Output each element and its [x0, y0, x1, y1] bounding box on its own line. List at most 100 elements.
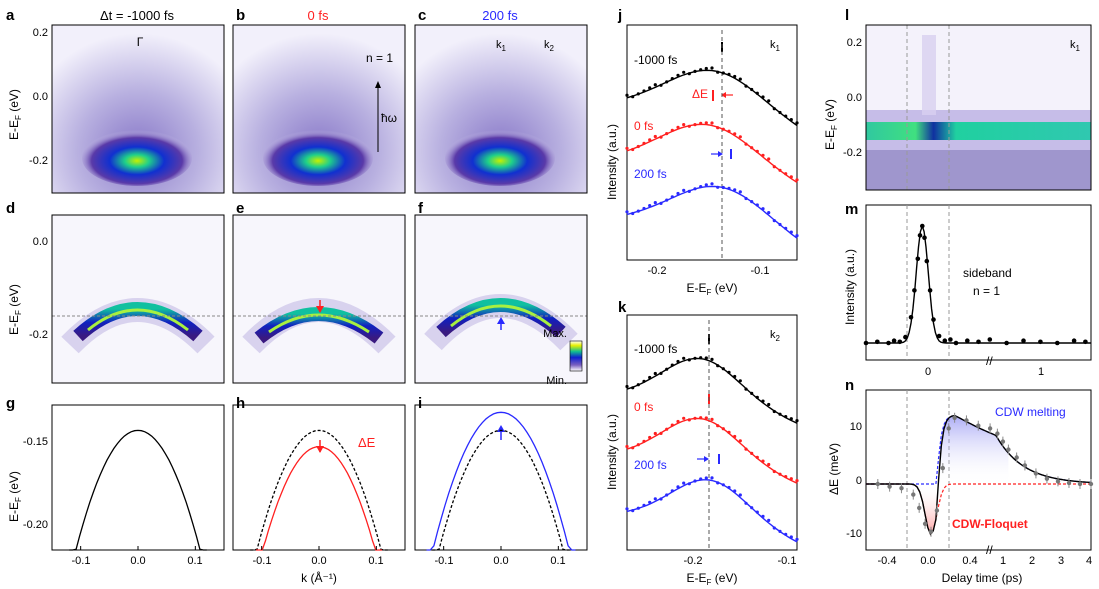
n-y-tick-3: -10 [846, 528, 862, 540]
j-point-1-27 [778, 168, 782, 172]
n-y-label: ΔE (meV) [827, 443, 841, 495]
k-point-1-3 [642, 439, 646, 443]
j-point-0-11 [687, 72, 691, 76]
j-point-0-15 [710, 66, 714, 70]
n-point-10 [952, 415, 957, 420]
panel-c-title: 200 fs [482, 8, 518, 23]
n1-label: n = 1 [366, 51, 393, 65]
k-point-2-29 [789, 535, 793, 539]
j-point-1-26 [772, 165, 776, 169]
k-point-0-23 [755, 395, 759, 399]
l-y-tick-2: 0.0 [847, 92, 862, 104]
j-point-0-10 [682, 70, 686, 74]
n-x-tick-2: 0.0 [920, 555, 935, 567]
panel-m: m sideband n = 1 0 1 Intensity (a.u.) [843, 201, 1092, 378]
k-point-2-13 [699, 477, 703, 481]
j-point-0-30 [795, 121, 799, 125]
k-curve-0 [626, 357, 798, 424]
k-point-1-23 [755, 455, 759, 459]
j-blue-arrow-head [718, 151, 723, 157]
j-point-2-0 [625, 210, 629, 214]
k-point-2-15 [710, 476, 714, 480]
panel-e-red-arrow-head [316, 306, 324, 313]
k-point-1-29 [789, 477, 793, 481]
m-point-16 [942, 338, 948, 344]
m-point-20 [976, 339, 981, 345]
j-point-1-13 [699, 121, 703, 125]
edc-plots: j k k1 k2 -1000 fs 0 fs 200 fs ΔE -1000 … [617, 7, 799, 551]
j-point-1-24 [761, 153, 765, 157]
j-point-0-2 [636, 92, 640, 96]
n-point-3 [911, 492, 916, 497]
k-point-2-26 [772, 526, 776, 530]
k-point-0-3 [642, 379, 646, 383]
m-point-18 [953, 340, 959, 346]
j-point-2-6 [659, 201, 663, 205]
k-point-1-11 [687, 418, 691, 422]
j-point-1-3 [642, 141, 646, 145]
panel-b-title: 0 fs [308, 8, 329, 23]
m-sideband-label: sideband [963, 266, 1012, 280]
panel-f-blue-arrow-head [497, 317, 505, 324]
k-point-2-14 [704, 476, 708, 480]
k-point-0-30 [795, 419, 799, 423]
k-point-0-14 [704, 356, 708, 360]
n-point-1 [887, 484, 892, 489]
j-point-0-4 [648, 86, 652, 90]
k-point-2-19 [733, 489, 737, 493]
j-point-0-17 [721, 71, 725, 75]
j-point-0-26 [772, 107, 776, 111]
j-point-1-2 [636, 144, 640, 149]
k-point-2-1 [631, 509, 635, 513]
k-point-0-2 [636, 383, 640, 387]
j-x-tick-2: -0.1 [751, 265, 770, 277]
panel-c: c 200 fs k1 k2 [414, 7, 588, 194]
n-point-12 [976, 423, 981, 428]
m-point-6 [908, 315, 914, 320]
colorbar-max: Max. [543, 328, 567, 340]
j-point-2-7 [665, 198, 669, 202]
j-point-0-6 [659, 83, 663, 87]
j-point-2-5 [653, 201, 657, 205]
panel-label-a: a [6, 7, 15, 24]
k-point-2-8 [670, 489, 674, 493]
panel-label-h: h [236, 395, 245, 412]
k-point-2-6 [659, 497, 663, 501]
panel-f: f [414, 200, 588, 384]
k-point-0-6 [659, 371, 663, 375]
m-point-14 [931, 317, 936, 322]
j-point-2-11 [687, 189, 691, 193]
panel-n-frame [865, 389, 1092, 551]
j-point-0-1 [631, 95, 635, 99]
j-label-0: 0 fs [634, 119, 653, 133]
j-point-2-4 [648, 204, 652, 208]
ghi-y-label: E-EF (eV) [7, 471, 23, 522]
j-point-0-3 [642, 89, 646, 93]
n-x-tick-3: 0.4 [962, 555, 977, 567]
j-point-1-17 [721, 127, 725, 131]
m-y-label: Intensity (a.u.) [843, 249, 857, 325]
panel-h-red-arrow-head [316, 446, 324, 453]
panel-a-title: Δt = -1000 fs [100, 8, 175, 23]
panel-f-band-core [450, 304, 552, 328]
n-point-7 [934, 508, 940, 513]
colorbar: Max. Min. [543, 328, 583, 387]
k-point-0-8 [670, 363, 674, 367]
m-sideband-n: n = 1 [973, 284, 1000, 298]
k-label-m1000: -1000 fs [634, 342, 677, 356]
k-y-label: Intensity (a.u.) [605, 414, 619, 490]
parabola-i-1 [426, 411, 576, 551]
j-point-0-9 [676, 73, 680, 77]
k-point-1-4 [648, 435, 652, 440]
n-x-tick-1: -0.4 [878, 555, 897, 567]
j-point-0-23 [755, 91, 759, 95]
k-point-1-28 [784, 475, 788, 479]
parabola-i-0 [432, 429, 570, 551]
j-point-1-21 [744, 142, 748, 146]
panel-label-g: g [6, 395, 15, 412]
panel-j-k1: k1 [770, 39, 781, 53]
k-point-1-8 [670, 423, 674, 427]
j-point-2-27 [778, 222, 782, 227]
k-point-2-11 [687, 482, 691, 486]
k-point-2-7 [665, 493, 669, 497]
